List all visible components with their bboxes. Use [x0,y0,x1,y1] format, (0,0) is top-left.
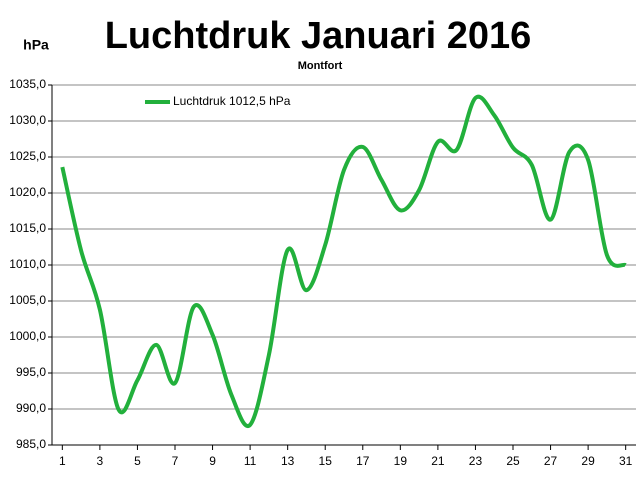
x-tick-label: 21 [431,454,445,468]
y-tick-label: 985,0 [16,437,46,451]
x-tick-label: 11 [244,454,257,468]
x-tick-label: 5 [134,454,141,468]
line-series [60,94,627,429]
x-tick-label: 9 [209,454,216,468]
legend-label: Luchtdruk 1012,5 hPa [173,94,291,108]
x-tick-label: 15 [319,454,333,468]
x-tick-label: 31 [619,454,633,468]
y-axis-label: hPa [23,37,49,53]
chart-title: Luchtdruk Januari 2016 [105,15,532,57]
x-tick-label: 19 [394,454,408,468]
y-tick-label: 1020,0 [9,185,46,199]
x-tick-label: 1 [59,454,66,468]
y-tick-label: 1010,0 [9,257,46,271]
y-tick-label: 1000,0 [9,329,46,343]
y-tick-label: 1025,0 [9,149,46,163]
y-tick-label: 1030,0 [9,113,46,127]
y-tick-label: 1015,0 [9,221,46,235]
x-tick-label: 7 [172,454,179,468]
x-tick-label: 17 [356,454,370,468]
x-tick-label: 29 [581,454,595,468]
y-tick-label: 990,0 [16,401,46,415]
x-tick-label: 3 [97,454,104,468]
y-tick-label: 1005,0 [9,293,46,307]
chart-subtitle: Montfort [298,60,343,72]
x-tick-label: 27 [544,454,558,468]
x-tick-label: 13 [281,454,295,468]
y-tick-label: 1035,0 [9,77,46,91]
x-tick-label: 23 [469,454,483,468]
x-tick-label: 25 [506,454,520,468]
y-tick-label: 995,0 [16,365,46,379]
